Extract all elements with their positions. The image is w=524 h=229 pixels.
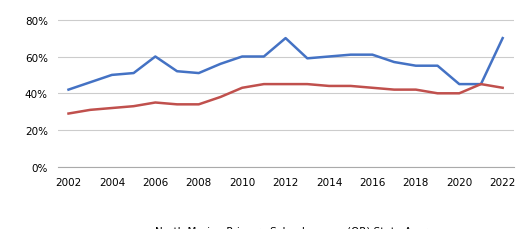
(OR) State Average [499,87,506,90]
(OR) State Average [347,85,354,88]
(OR) State Average [369,87,376,90]
North Marion Primary School [239,56,245,59]
(OR) State Average [304,83,310,86]
Line: (OR) State Average: (OR) State Average [69,85,503,114]
North Marion Primary School [413,65,419,68]
(OR) State Average [152,102,158,104]
North Marion Primary School [66,89,72,92]
North Marion Primary School [217,63,224,66]
(OR) State Average [130,105,137,108]
(OR) State Average [282,83,289,86]
North Marion Primary School [391,61,397,64]
North Marion Primary School [478,83,484,86]
(OR) State Average [195,104,202,106]
North Marion Primary School [152,56,158,59]
North Marion Primary School [87,82,93,84]
(OR) State Average [434,93,441,95]
North Marion Primary School [282,38,289,40]
North Marion Primary School [130,72,137,75]
(OR) State Average [87,109,93,112]
North Marion Primary School [347,54,354,57]
(OR) State Average [217,96,224,99]
(OR) State Average [456,93,462,95]
Line: North Marion Primary School: North Marion Primary School [69,39,503,90]
(OR) State Average [66,113,72,115]
North Marion Primary School [369,54,376,57]
North Marion Primary School [109,74,115,77]
North Marion Primary School [456,83,462,86]
North Marion Primary School [499,38,506,40]
North Marion Primary School [195,72,202,75]
North Marion Primary School [326,56,332,59]
(OR) State Average [391,89,397,92]
Legend: North Marion Primary School, (OR) State Average: North Marion Primary School, (OR) State … [120,222,451,229]
(OR) State Average [239,87,245,90]
(OR) State Average [174,104,180,106]
North Marion Primary School [174,71,180,73]
(OR) State Average [326,85,332,88]
(OR) State Average [109,107,115,110]
(OR) State Average [478,83,484,86]
North Marion Primary School [434,65,441,68]
(OR) State Average [413,89,419,92]
North Marion Primary School [261,56,267,59]
North Marion Primary School [304,58,310,60]
(OR) State Average [261,83,267,86]
